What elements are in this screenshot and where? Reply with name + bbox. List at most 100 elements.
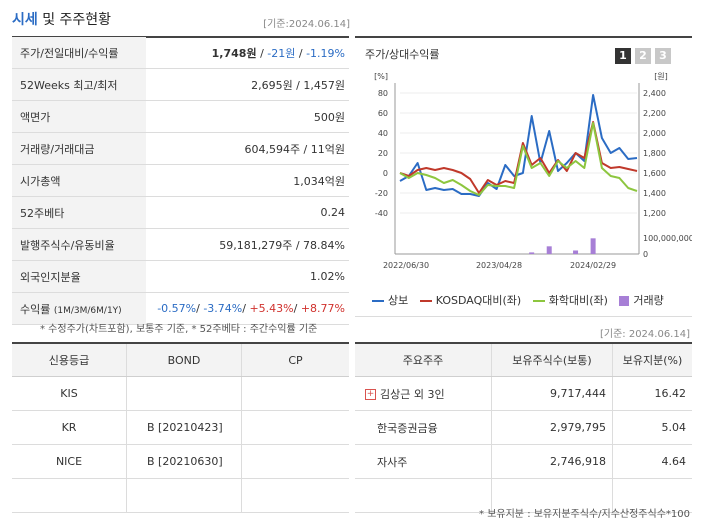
legend-item-kosdaq[interactable]: KOSDAQ대비(좌) (419, 292, 522, 308)
holder-name-cell: 자사주 (355, 444, 492, 479)
returns-label-main: 수익률 (20, 302, 51, 316)
right-top-rule (355, 36, 692, 38)
legend-swatch (532, 300, 545, 302)
table-row: 주가/전일대비/수익률 1,748원 / -21원 / -1.19% (12, 37, 349, 69)
x-tick-label: 2023/04/28 (476, 261, 522, 270)
row-label: 외국인지분율 (12, 260, 146, 293)
returns-label: 수익률 (1M/3M/6M/1Y) (12, 292, 146, 325)
left-tick-label: 60 (378, 109, 388, 118)
left-tick-label: -20 (375, 189, 388, 198)
shares-cell: 2,746,918 (491, 444, 613, 479)
right-axis-unit: [원] (654, 72, 668, 81)
table-row: 발행주식수/유동비율 59,181,279주 / 78.84% (12, 228, 349, 261)
chart-tab-2[interactable]: 2 (635, 48, 651, 64)
table-row: 52주베타 0.24 (12, 196, 349, 229)
x-tick-label: 2022/06/30 (383, 261, 429, 270)
legend-label: 상보 (388, 294, 409, 307)
right-tick-label: 1,400 (643, 189, 666, 198)
right-tick-label: 1,800 (643, 149, 666, 158)
chart-tab-1[interactable]: 1 (615, 48, 631, 64)
legend-item-volume[interactable]: 거래량 (619, 292, 664, 308)
price-return-chart: 80 60 40 20 0 -20 -40 2,400 2,200 2,000 1,800 1,600… (374, 72, 692, 270)
legend-item-sangbo[interactable]: 상보 (372, 292, 408, 308)
right-tick-label: 1,600 (643, 169, 666, 178)
return-1y: +8.77% (300, 302, 345, 315)
table-row: 한국증권금융 2,979,795 5.04 (355, 410, 692, 445)
legend-label: KOSDAQ대비(좌) (435, 294, 522, 307)
return-6m: +5.43% (249, 302, 294, 315)
agency-cell: KIS (12, 376, 127, 411)
cp-cell (241, 410, 349, 445)
table-header-row: 신용등급 BOND CP (12, 344, 349, 377)
legend-item-chemical[interactable]: 화학대비(좌) (532, 292, 608, 308)
agency-cell: KR (12, 410, 127, 445)
returns-label-periods: (1M/3M/6M/1Y) (53, 305, 122, 316)
shares-cell: 2,979,795 (491, 410, 613, 445)
pct-cell: 4.64 (612, 444, 692, 479)
holders-note: * 보유지분 : 보유지분주식수/지수산정주식수*100 (479, 509, 690, 520)
return-1m: -0.57% (157, 302, 197, 315)
price-note: * 수정주가(차트포함), 보통주 기준, * 52주베타 : 주간수익률 기준 (40, 324, 318, 335)
legend-label: 화학대비(좌) (548, 294, 608, 307)
chart-legend: 상보 KOSDAQ대비(좌) 화학대비(좌) 거래량 (372, 292, 672, 308)
chart-as-of-date: [기준: 2024.06.14] (599, 329, 690, 340)
credit-top-rule (12, 342, 349, 344)
holder-name: 자사주 (377, 455, 408, 469)
volume-bar (529, 252, 535, 254)
section-title: 시세 및 주주현황 (12, 9, 111, 29)
agency-cell (12, 478, 127, 513)
section-title-rest: 및 주주현황 (37, 12, 112, 28)
volume-bar (590, 238, 596, 254)
row-label: 주가/전일대비/수익률 (12, 37, 146, 69)
right-tick-label: 2,400 (643, 89, 666, 98)
left-tick-label: 20 (378, 149, 388, 158)
holders-top-rule (355, 342, 692, 344)
row-label: 시가총액 (12, 164, 146, 197)
shares-cell (491, 478, 613, 513)
expand-plus-icon[interactable]: + (365, 389, 376, 400)
table-row: 수익률 (1M/3M/6M/1Y) -0.57%/ -3.74%/ +5.43%… (12, 292, 349, 325)
table-row (12, 478, 349, 513)
x-tick-label: 2024/02/29 (570, 261, 616, 270)
row-value: 1,034억원 (146, 164, 349, 197)
col-header-cp: CP (241, 344, 349, 377)
row-label: 액면가 (12, 100, 146, 133)
table-row: 외국인지분율 1.02% (12, 260, 349, 293)
holder-name: 한국증권금융 (377, 421, 438, 435)
chart-bottom-rule (355, 316, 692, 317)
price-change-rate: -1.19% (306, 46, 345, 60)
series-line (399, 94, 638, 197)
row-label: 발행주식수/유동비율 (12, 228, 146, 261)
row-label: 거래량/거래대금 (12, 132, 146, 165)
left-tick-label: -40 (375, 209, 388, 218)
table-row: 거래량/거래대금 604,594주 / 11억원 (12, 132, 349, 165)
col-header-pct: 보유지분(%) (612, 344, 692, 377)
table-row: KR B [20210423] (12, 410, 349, 445)
current-price: 1,748원 (211, 46, 257, 60)
col-header-holder: 주요주주 (355, 344, 492, 377)
left-tick-label: 40 (378, 129, 388, 138)
bond-cell: B [20210630] (126, 444, 242, 479)
right-tick-label: 2,200 (643, 109, 666, 118)
col-header-shares: 보유주식수(보통) (491, 344, 613, 377)
row-value: 0.24 (146, 196, 349, 229)
bond-cell (126, 478, 242, 513)
row-value: 500원 (146, 100, 349, 133)
cp-cell (241, 478, 349, 513)
table-row: 시가총액 1,034억원 (12, 164, 349, 197)
table-row: KIS (12, 376, 349, 411)
credit-rating-table: 신용등급 BOND CP KIS KR B [20210423] NICE B … (12, 344, 349, 513)
chart-title: 주가/상대수익률 (365, 48, 440, 61)
holder-name-cell: + 김상근 외 3인 (355, 376, 492, 411)
volume-tick-label: 100,000,000 (643, 234, 692, 243)
section-title-main: 시세 (12, 12, 38, 28)
row-label: 52주베타 (12, 196, 146, 229)
table-row: 자사주 2,746,918 4.64 (355, 444, 692, 479)
chart-tab-3[interactable]: 3 (655, 48, 671, 64)
table-row: NICE B [20210630] (12, 444, 349, 479)
agency-cell: NICE (12, 444, 127, 479)
left-tick-label: 80 (378, 89, 388, 98)
left-tick-label: 0 (383, 169, 388, 178)
volume-bar (573, 250, 579, 254)
volume-bar (546, 246, 552, 254)
